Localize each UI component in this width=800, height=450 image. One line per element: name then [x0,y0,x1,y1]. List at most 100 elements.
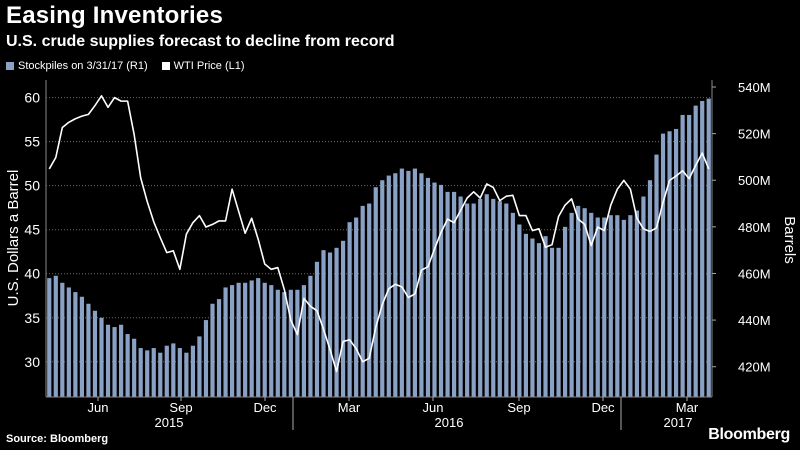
stockpile-bar [543,236,548,397]
stockpile-bar [432,182,437,397]
stockpile-bar [608,215,613,397]
stockpile-bar [419,173,424,397]
x-month-label: Jun [423,400,444,415]
stockpile-bar [321,250,326,397]
source-note: Source: Bloomberg [6,433,109,445]
stockpile-bar [523,233,528,397]
stockpile-bar [158,352,163,397]
stockpile-bar [216,299,222,397]
legend-swatch-stockpiles [6,62,14,70]
left-tick-label: 60 [24,90,40,106]
stockpile-bar [373,187,378,397]
stockpile-bar [288,289,293,397]
stockpile-bar [589,212,594,397]
stockpile-bar [86,303,91,397]
stockpile-bar [530,238,535,397]
stockpile-bar [367,203,372,397]
stockpile-bar [177,348,182,397]
stockpile-bar [230,285,235,397]
stockpile-bar [517,224,522,397]
stockpile-bar [478,198,483,398]
left-tick-label: 50 [24,178,40,194]
stockpile-bar [491,198,496,398]
legend: Stockpiles on 3/31/17 (R1) WTI Price (L1… [6,60,245,72]
stockpile-bar [164,345,169,397]
stockpile-bar [504,203,509,397]
stockpile-bar [641,196,646,397]
x-year-label: 2016 [435,415,464,430]
stockpile-bar [262,282,267,397]
stockpile-bar [308,275,313,397]
stockpile-bar [210,303,215,397]
stockpile-bar [282,292,287,397]
stockpile-bar [92,310,98,397]
right-tick-label: 460M [738,266,771,281]
stockpile-bar [674,128,679,397]
stockpile-bar [269,285,274,397]
stockpile-bar [445,191,450,397]
stockpile-bar [79,296,84,397]
stockpile-bar [634,210,639,397]
stockpile-bar [151,348,156,397]
stockpile-bar [119,324,124,397]
stockpile-bar [615,215,620,397]
stockpile-bar [60,282,65,397]
stockpile-bar [602,217,607,397]
stockpile-bar [138,348,143,397]
stockpile-bar [452,191,457,397]
stockpile-bar [569,212,574,397]
stockpile-bar [497,201,502,397]
stockpile-bar [125,334,130,397]
right-tick-label: 540M [738,80,771,95]
stockpile-bar [341,240,346,397]
chart-subtitle: U.S. crude supplies forecast to decline … [6,33,395,50]
x-year-label: 2015 [155,415,184,430]
stockpile-bar [621,219,626,397]
x-month-label: Sep [507,400,530,415]
stockpile-bar [667,131,672,397]
stockpile-bar [595,217,600,397]
stockpile-bar [687,114,692,398]
stockpile-bar [275,289,280,397]
stockpile-bar [73,292,78,397]
stockpile-bar [647,180,653,397]
stockpile-bar [66,287,71,397]
stockpile-bar [576,205,581,397]
stockpile-bar [406,170,411,397]
stockpile-bar [347,222,352,397]
stockpile-bar [654,154,659,397]
x-month-label: Dec [253,400,277,415]
stockpile-bar [582,208,587,397]
left-tick-label: 55 [24,134,40,150]
stockpile-bar [314,261,320,397]
stockpile-bar [295,289,300,397]
stockpile-bar [484,194,489,397]
stockpile-bar [190,345,195,397]
left-axis-title: U.S. Dollars a Barrel [5,170,22,307]
stockpile-bar [680,114,685,398]
stockpile-bar [145,350,150,397]
stockpile-bar [458,196,463,397]
wti-price-line [48,95,710,373]
stockpile-bar [386,175,391,397]
stockpile-bar [549,247,555,397]
legend-label-stockpiles: Stockpiles on 3/31/17 (R1) [18,60,148,72]
stockpile-bar [510,212,515,397]
bar-layer [47,98,711,398]
stockpile-bar [360,205,365,397]
right-tick-label: 520M [738,127,771,142]
x-month-label: Mar [676,400,699,415]
stockpile-bar [184,352,189,397]
x-month-label: Jun [88,400,109,415]
stockpile-bar [327,252,333,397]
left-tick-label: 30 [24,354,40,370]
left-tick-label: 45 [24,222,40,238]
stockpile-bar [112,327,117,397]
stockpile-bar [380,180,385,397]
left-tick-label: 35 [24,310,40,326]
x-month-label: Sep [169,400,192,415]
stockpile-bar [223,287,228,397]
x-month-label: Mar [338,400,361,415]
